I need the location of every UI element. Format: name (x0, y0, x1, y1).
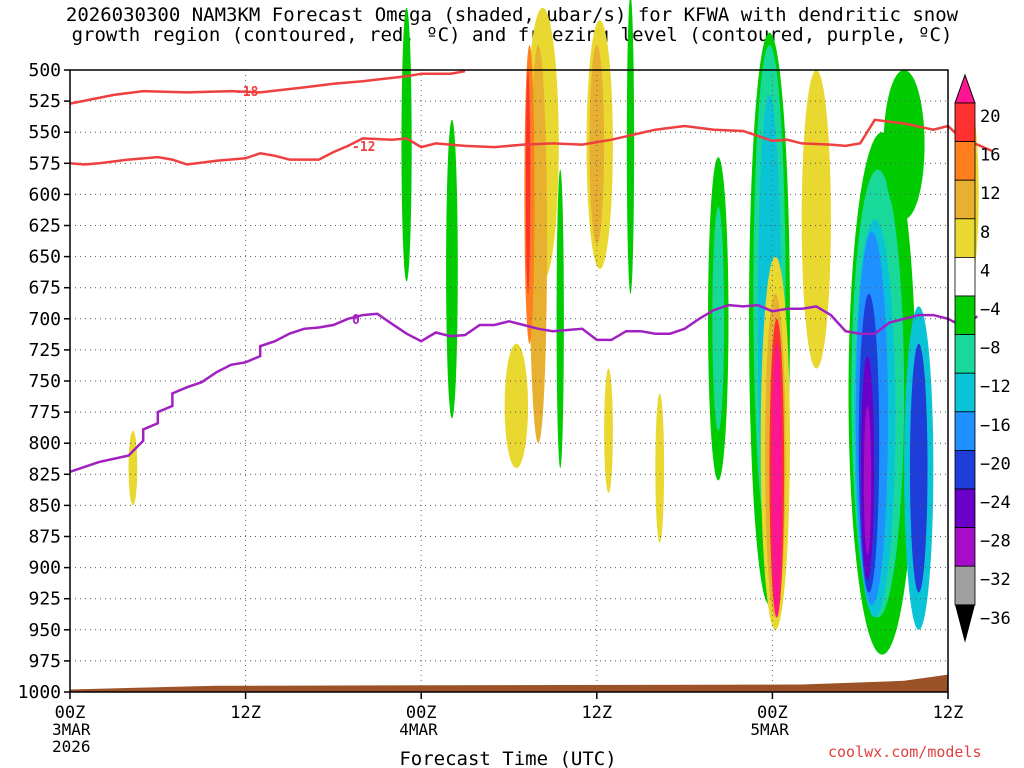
colorbar-bin (954, 218, 976, 258)
y-tick-label: 625 (28, 216, 61, 237)
y-tick-label: 825 (28, 464, 61, 485)
terrain-fill (70, 674, 948, 692)
y-tick-label: 650 (28, 247, 61, 268)
colorbar-label: −16 (980, 416, 1011, 436)
contour-lines: -18 -12 0 (69, 69, 993, 473)
y-tick-label: 975 (28, 651, 61, 672)
colorbar-bin (954, 334, 976, 374)
x-date-label: 4MAR (399, 720, 438, 739)
colorbar-bin (954, 527, 976, 567)
y-tick-label: 850 (28, 495, 61, 516)
y-tick-label: 675 (28, 278, 61, 299)
y-tick-label: 925 (28, 589, 61, 610)
x-axis-label: Forecast Time (UTC) (399, 748, 616, 768)
y-tick-label: 875 (28, 527, 61, 548)
omega-blob (128, 430, 138, 506)
terrain-shading (70, 674, 948, 692)
colorbar-bin (954, 488, 976, 528)
y-tick-label: 500 (28, 60, 61, 81)
colorbar-bin (954, 256, 976, 297)
contour--18 (69, 69, 466, 105)
y-tick-label: 800 (28, 433, 61, 454)
x-year-label: 2026 (52, 737, 91, 756)
omega-blob (712, 206, 725, 431)
colorbar-bin (954, 565, 976, 606)
omega-blob (909, 343, 928, 593)
y-axis: 500 525 550 575 600 625 650 675 700 725 750 775 800 8… (18, 60, 70, 703)
colorbar-label: −4 (980, 300, 1000, 320)
y-tick-label: 725 (28, 340, 61, 361)
y-tick-label: 1000 (18, 682, 61, 703)
colorbar-bin (954, 102, 976, 142)
colorbar-label: 8 (980, 223, 990, 243)
colorbar-label: 4 (980, 261, 990, 281)
omega-blob (604, 368, 613, 493)
colorbar-label: −32 (980, 570, 1011, 590)
plot-grid (70, 70, 948, 692)
colorbar-bin (954, 411, 976, 451)
y-tick-label: 750 (28, 371, 61, 392)
colorbar-bin (954, 295, 976, 335)
omega-blob (525, 70, 531, 294)
contour-label: -18 (235, 85, 259, 100)
omega-blob (626, 0, 635, 294)
contour-label: 0 (352, 313, 360, 328)
colorbar-label: −12 (980, 377, 1011, 397)
colorbar-label: −36 (980, 609, 1011, 629)
colorbar-label: 20 (980, 107, 1000, 127)
y-tick-label: 900 (28, 558, 61, 579)
x-tick-label: 12Z (933, 703, 964, 723)
y-tick-label: 525 (28, 91, 61, 112)
colorbar-bin (954, 179, 976, 220)
omega-blob (401, 7, 412, 282)
omega-blob (801, 70, 831, 369)
omega-blob (771, 343, 782, 618)
colorbar-bottom-triangle (955, 604, 975, 643)
x-date-label: 3MAR (52, 720, 91, 739)
y-tick-label: 775 (28, 402, 61, 423)
source-watermark: coolwx.com/models (828, 743, 982, 761)
omega-blob (863, 405, 872, 556)
chart-title-line1: 2026030300 NAM3KM Forecast Omega (shaded… (65, 4, 959, 26)
omega-blob (446, 119, 458, 419)
colorbar-bin (954, 449, 976, 490)
contour--12 (69, 118, 993, 166)
x-date-label: 5MAR (750, 720, 789, 739)
colorbar-label: −28 (980, 532, 1011, 552)
x-tick-label: 12Z (230, 703, 261, 723)
colorbar-bin (954, 372, 976, 413)
omega-blob (504, 343, 529, 469)
contour-0 (69, 303, 979, 473)
omega-blob (655, 393, 665, 543)
colorbar-label: −8 (980, 339, 1000, 359)
colorbar-label: 16 (980, 146, 1000, 166)
x-tick-label: 12Z (581, 703, 612, 723)
y-tick-label: 575 (28, 153, 61, 174)
colorbar-top-triangle (954, 73, 976, 104)
omega-blob (883, 70, 925, 220)
colorbar-label: −24 (980, 493, 1011, 513)
colorbar-bin (954, 141, 976, 181)
x-tick-label: 00Z (406, 703, 437, 723)
colorbar: 20 16 12 8 4 −4 −8 −12 −16 −20 −24 −28 −32 −36 (954, 73, 1011, 643)
colorbar-label: −20 (980, 454, 1011, 474)
contour-label: -12 (352, 140, 375, 155)
y-tick-label: 700 (28, 309, 61, 330)
x-tick-label: 00Z (55, 703, 86, 723)
y-tick-label: 550 (28, 122, 61, 143)
y-tick-label: 950 (28, 620, 61, 641)
x-tick-label: 00Z (757, 703, 788, 723)
y-tick-label: 600 (28, 184, 61, 205)
omega-blob (589, 45, 605, 245)
colorbar-label: 12 (980, 184, 1000, 204)
